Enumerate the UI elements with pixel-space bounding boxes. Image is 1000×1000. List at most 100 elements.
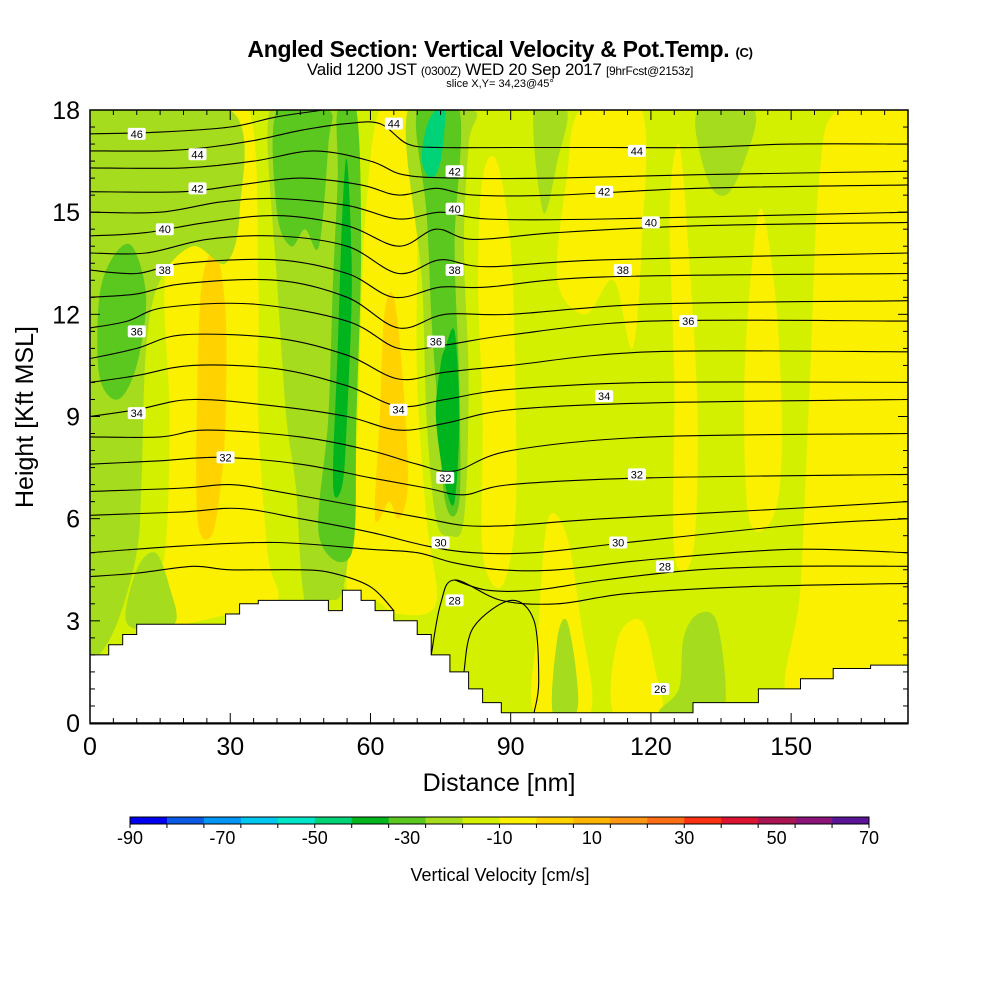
theta-contour (430, 579, 908, 656)
contour-label-text: 44 (631, 146, 643, 158)
velocity-zone (478, 155, 517, 589)
contour-label: 38 (613, 264, 632, 277)
contour-label: 44 (384, 117, 403, 131)
contour-label-text: 32 (219, 452, 231, 464)
colorbar-swatch (240, 817, 279, 824)
y-tick-label: 0 (66, 710, 80, 738)
contour-label: 38 (155, 264, 174, 277)
contour-label-text: 38 (159, 265, 171, 277)
contour-label-box (431, 536, 450, 549)
velocity-zone (97, 243, 147, 400)
contour-label-box (127, 325, 146, 338)
theta-contour (90, 278, 908, 329)
contour-label-box (436, 471, 455, 484)
colorbar-swatch (573, 817, 611, 824)
chart-title: Angled Section: Vertical Velocity & Pot.… (247, 36, 753, 62)
theta-contour (90, 507, 908, 555)
contour-label-text: 36 (430, 337, 442, 349)
contour-label: 42 (445, 165, 464, 178)
contour-label-text: 32 (631, 469, 643, 481)
velocity-zone (303, 559, 345, 602)
y-tick-label: 3 (66, 608, 80, 636)
velocity-zone (744, 208, 782, 532)
contour-label: 34 (127, 407, 146, 420)
colorbar-swatch (277, 817, 316, 824)
colorbar-swatch (166, 817, 205, 824)
colorbar-swatch (388, 817, 426, 824)
colorbar-swatch (351, 817, 389, 824)
colorbar-swatch (721, 817, 759, 824)
slice-info: slice X,Y= 34,23@45° (446, 78, 554, 90)
colorbar-swatch (610, 817, 648, 824)
contour-label-text: 40 (645, 217, 657, 229)
contour-label-box (655, 560, 674, 573)
contour-label: 40 (155, 223, 174, 236)
contour-label-text: 34 (392, 405, 404, 417)
contour-label: 46 (127, 127, 146, 141)
velocity-zone (332, 158, 352, 498)
velocity-zone (610, 618, 663, 721)
contour-label-text: 38 (448, 265, 460, 277)
contour-label-text: 42 (191, 183, 203, 195)
colorbar-swatch (203, 817, 242, 824)
velocity-zone (659, 611, 726, 715)
velocity-zone (784, 110, 908, 723)
contour-label: 40 (641, 216, 660, 229)
theta-contour (90, 177, 908, 197)
theta-contour (90, 483, 908, 527)
contour-label: 42 (595, 185, 614, 199)
terrain (89, 589, 909, 725)
contour-label: 42 (188, 182, 207, 195)
theta-contour (90, 150, 908, 180)
y-tick-label: 9 (66, 404, 80, 432)
colorbar-label: Vertical Velocity [cm/s] (410, 865, 589, 885)
contour-label: 32 (436, 471, 455, 485)
contour-label-text: 36 (682, 316, 694, 328)
contour-label-box (445, 264, 464, 277)
contour-label: 44 (627, 144, 646, 158)
contour-label-text: 38 (617, 265, 629, 277)
colorbar-tick-label: 10 (582, 828, 602, 848)
theta-contour (90, 197, 908, 221)
contour-label: 40 (445, 202, 464, 216)
velocity-zone (556, 110, 647, 349)
contour-label: 36 (127, 325, 146, 338)
y-tick-label: 6 (66, 506, 80, 534)
contour-label: 30 (431, 536, 450, 550)
theta-contour (90, 429, 908, 473)
contour-label-text: 30 (434, 538, 446, 550)
contour-label-box (651, 682, 670, 695)
contour-label-box (426, 335, 445, 348)
theta-contour (90, 565, 395, 611)
contour-label-box (445, 202, 464, 215)
colorbar-swatch (130, 817, 168, 824)
velocity-zone (125, 552, 177, 631)
contour-label: 36 (426, 335, 445, 349)
velocity-zone (421, 110, 446, 179)
contour-label-text: 40 (448, 204, 460, 216)
contour-label: 30 (609, 536, 628, 550)
x-tick-label: 60 (357, 733, 385, 761)
contour-label-box (384, 117, 403, 130)
colorbar-swatch (684, 817, 722, 824)
colorbar-swatch (795, 817, 833, 824)
theta-contour (454, 565, 908, 593)
theta-contour (90, 333, 908, 381)
contour-label-box (609, 536, 628, 549)
theta-contour (90, 121, 908, 152)
contour-label-box (627, 468, 646, 481)
contour-label-box (445, 165, 464, 178)
contour-label-box (627, 144, 646, 157)
contour-label-text: 44 (191, 149, 203, 161)
contour-label: 38 (445, 264, 464, 277)
theta-contour (90, 215, 908, 247)
contour-label-box (216, 451, 235, 464)
contour-label-text: 30 (612, 538, 624, 550)
velocity-zone (530, 512, 593, 723)
contour-label: 32 (627, 468, 646, 481)
contour-label-text: 46 (131, 129, 143, 141)
contour-label-text: 26 (654, 684, 666, 696)
y-axis-label: Height [Kft MSL] (11, 326, 39, 508)
